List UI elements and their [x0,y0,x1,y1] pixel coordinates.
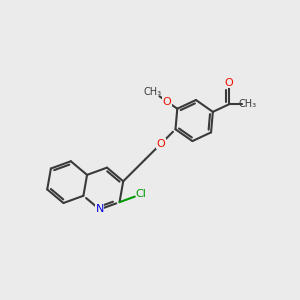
Text: CH₃: CH₃ [239,99,257,110]
Text: O: O [163,97,172,106]
Text: CH₃: CH₃ [144,86,162,97]
Text: O: O [157,139,165,149]
Text: Cl: Cl [135,189,146,200]
Text: N: N [95,204,104,214]
Text: O: O [224,78,233,88]
